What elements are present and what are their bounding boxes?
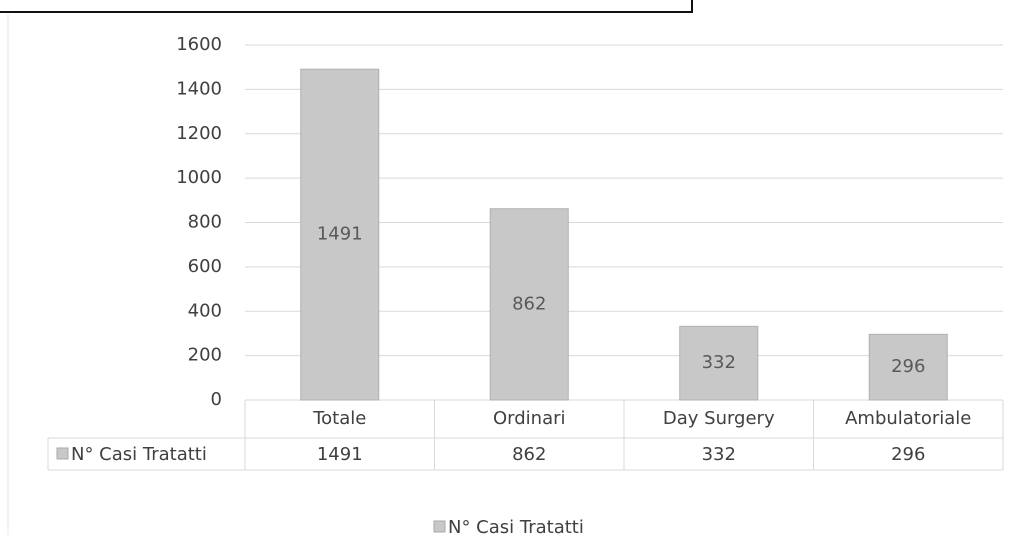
bar: [300, 68, 380, 401]
legend-key: [433, 520, 446, 533]
table-value: 862: [512, 444, 546, 465]
data-label: 332: [702, 352, 736, 373]
y-tick-label: 1000: [176, 167, 222, 188]
x-tick-label: Ambulatoriale: [845, 408, 971, 429]
table-series-name: N° Casi Tratatti: [71, 444, 207, 465]
data-label: 1491: [317, 224, 363, 245]
data-label: 296: [891, 356, 925, 377]
table-value: 296: [891, 444, 925, 465]
table-value: 332: [702, 444, 736, 465]
y-tick-label: 800: [188, 212, 222, 233]
table-value: 1491: [317, 444, 363, 465]
y-tick-label: 1600: [176, 34, 222, 55]
legend-label: N° Casi Tratatti: [448, 517, 584, 535]
x-tick-label: Ordinari: [493, 408, 566, 429]
y-tick-label: 0: [211, 389, 222, 410]
y-tick-label: 600: [188, 256, 222, 277]
bar: [489, 208, 569, 401]
bar: [868, 333, 948, 401]
y-tick-label: 1400: [176, 78, 222, 99]
data-label: 862: [512, 293, 546, 314]
x-tick-label: Totale: [312, 408, 366, 429]
y-tick-label: 1200: [176, 123, 222, 144]
table-legend-key: [56, 447, 69, 460]
y-tick-label: 200: [188, 345, 222, 366]
bar: [679, 325, 759, 401]
y-tick-label: 400: [188, 300, 222, 321]
x-tick-label: Day Surgery: [663, 408, 775, 429]
header-box: [0, 0, 693, 13]
